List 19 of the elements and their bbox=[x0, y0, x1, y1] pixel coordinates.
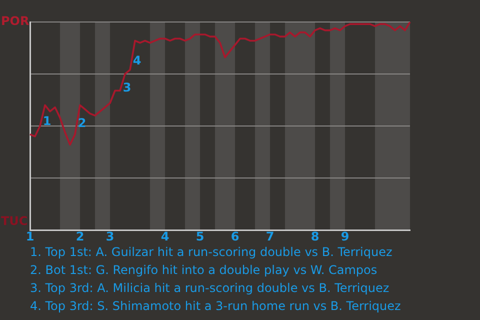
text: 2. Bot 1st: G. Rengifo hit into a double play vs W. Campos bbox=[30, 263, 378, 278]
x-tick-label: 5 bbox=[196, 229, 204, 244]
text: TUC bbox=[1, 214, 28, 228]
text: POR bbox=[1, 14, 30, 28]
x-tick-label: 9 bbox=[340, 229, 350, 244]
annotation: 2 bbox=[78, 116, 86, 130]
annotation: 3 bbox=[122, 80, 132, 95]
text: 4. Top 3rd: S. Shimamoto hit a 3-run home run vs B. Terriquez bbox=[30, 299, 401, 314]
x-tick-label: 1 bbox=[26, 229, 34, 244]
x-tick-label: 6 bbox=[230, 229, 240, 244]
text: 3. Top 3rd: A. Milicia hit a run-scoring double vs B. Terriquez bbox=[30, 281, 390, 296]
x-tick-label: 4 bbox=[160, 229, 170, 244]
annotation: 1 bbox=[42, 114, 52, 128]
x-tick-label: 2 bbox=[76, 229, 84, 244]
annotation: 4 bbox=[132, 54, 142, 68]
x-tick-label: 7 bbox=[266, 229, 274, 244]
text: 1. Top 1st: A. Guilzar hit a run-scoring double vs B. Terriquez bbox=[30, 245, 392, 260]
x-tick-label: 3 bbox=[106, 229, 114, 244]
x-tick-label: 8 bbox=[310, 229, 320, 244]
